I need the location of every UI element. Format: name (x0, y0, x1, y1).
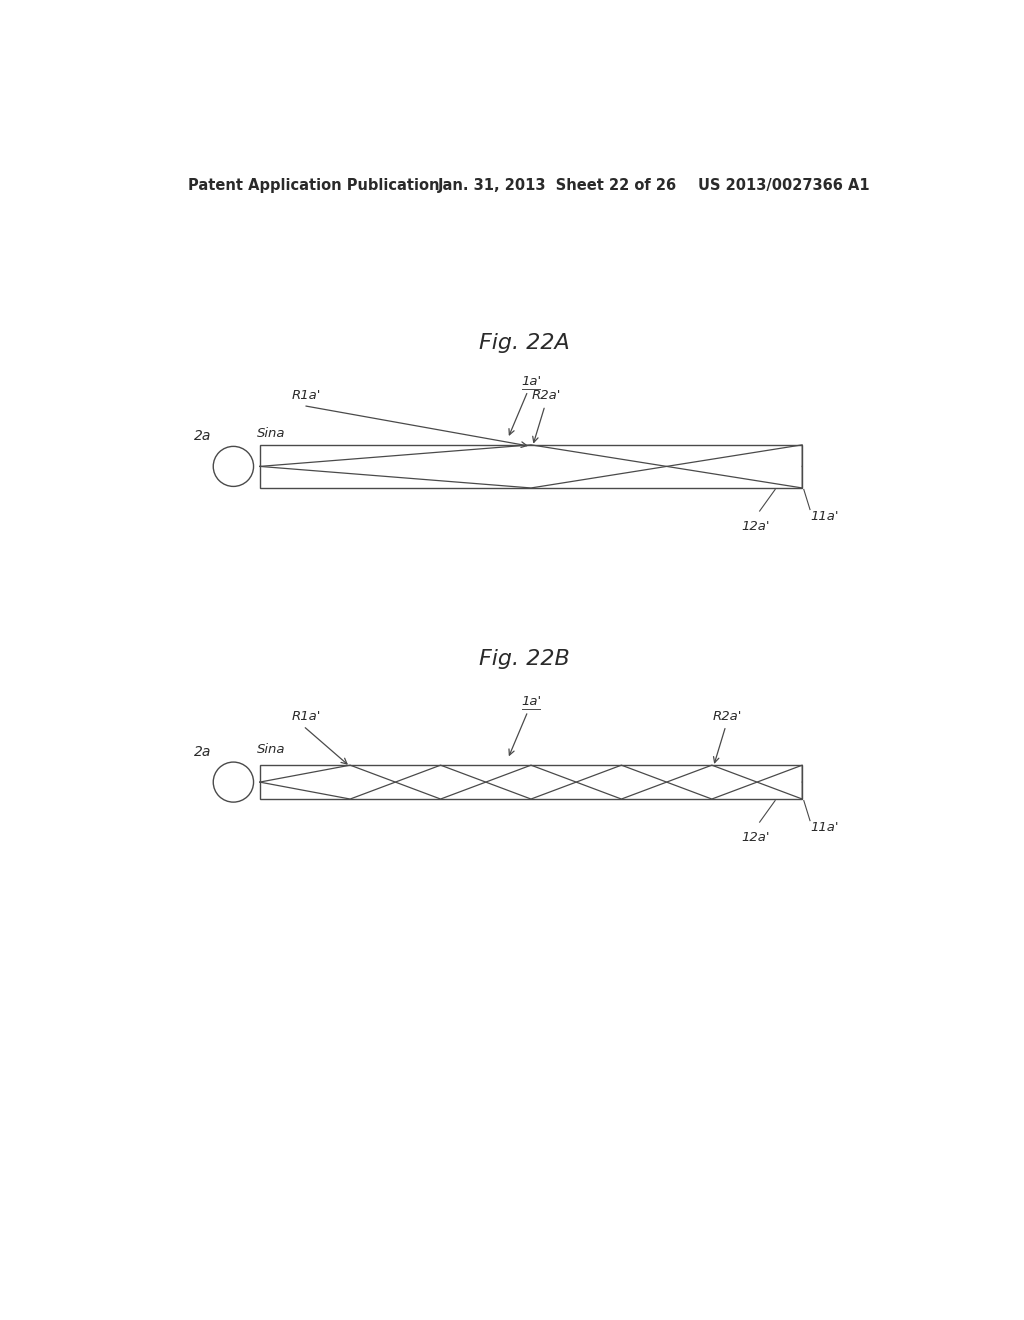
Text: Patent Application Publication: Patent Application Publication (188, 178, 440, 193)
Text: R2a': R2a' (713, 710, 742, 723)
Text: 12a': 12a' (741, 520, 770, 533)
Text: 12a': 12a' (741, 832, 770, 845)
Text: Fig. 22A: Fig. 22A (479, 333, 570, 354)
Text: R1a': R1a' (292, 389, 321, 403)
Text: US 2013/0027366 A1: US 2013/0027366 A1 (697, 178, 869, 193)
Text: 11a': 11a' (810, 821, 839, 834)
Text: R2a': R2a' (531, 389, 561, 403)
Bar (260, 445, 802, 488)
Bar (260, 766, 802, 799)
Text: Jan. 31, 2013  Sheet 22 of 26: Jan. 31, 2013 Sheet 22 of 26 (438, 178, 677, 193)
Text: 1a': 1a' (521, 696, 541, 708)
Text: 1a': 1a' (521, 375, 541, 388)
Text: R1a': R1a' (292, 710, 321, 723)
Text: Sina: Sina (257, 743, 285, 756)
Text: Sina: Sina (257, 428, 285, 441)
Text: 2a: 2a (195, 744, 212, 759)
Text: Fig. 22B: Fig. 22B (479, 649, 570, 669)
Text: 2a: 2a (195, 429, 212, 444)
Text: 11a': 11a' (810, 510, 839, 523)
